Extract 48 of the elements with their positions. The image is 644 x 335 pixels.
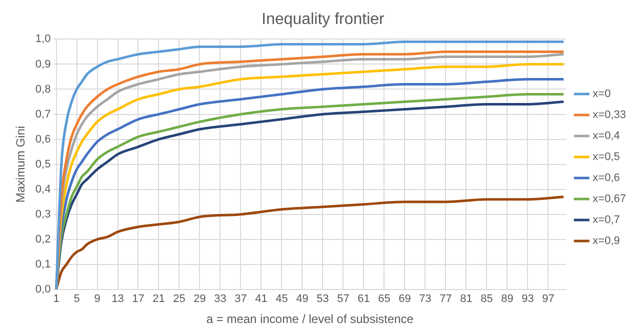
legend-label: x=0,7 xyxy=(592,214,620,226)
x-tick-label: 69 xyxy=(398,293,411,306)
y-tick-label: 0,9 xyxy=(35,58,51,70)
x-tick-label: 25 xyxy=(173,293,186,306)
x-tick-label: 33 xyxy=(214,293,226,306)
x-tick-label: 41 xyxy=(255,293,268,306)
y-tick-label: 1,0 xyxy=(35,33,51,46)
y-tick-label: 0,5 xyxy=(35,158,51,170)
line-series xyxy=(55,196,565,290)
legend-label: x=0,33 xyxy=(592,109,626,122)
x-tick-label: 73 xyxy=(419,293,432,306)
y-tick-label: 0,4 xyxy=(35,183,51,196)
y-tick-label: 0,1 xyxy=(35,258,51,270)
y-tick-label: 0,6 xyxy=(35,133,51,146)
y-tick-label: 0,3 xyxy=(35,208,51,220)
x-tick-label: 1 xyxy=(53,293,60,306)
x-tick-label: 21 xyxy=(152,293,165,306)
y-tick-label: 0,2 xyxy=(35,233,51,246)
x-tick-label: 85 xyxy=(480,293,493,306)
x-tick-label: 81 xyxy=(460,293,472,306)
legend-label: x=0,6 xyxy=(592,172,620,184)
legend-label: x=0,5 xyxy=(592,151,620,164)
x-tick-label: 89 xyxy=(501,293,514,306)
x-tick-label: 77 xyxy=(440,293,452,306)
x-tick-label: 17 xyxy=(132,293,144,306)
chart-title: Inequality frontier xyxy=(262,11,386,28)
y-tick-label: 0,8 xyxy=(35,83,51,96)
legend-label: x=0,9 xyxy=(592,235,620,248)
y-axis-title: Maximum Gini xyxy=(14,126,28,203)
x-tick-label: 29 xyxy=(194,293,206,306)
x-tick-label: 37 xyxy=(234,293,247,306)
legend-label: x=0,4 xyxy=(592,130,620,142)
y-tick-label: 0,7 xyxy=(35,108,51,120)
legend-label: x=0,67 xyxy=(592,193,626,206)
x-tick-label: 65 xyxy=(378,293,390,306)
x-tick-label: 13 xyxy=(112,293,124,306)
y-tick-label: 0,0 xyxy=(35,283,51,296)
legend-label: x=0 xyxy=(592,88,611,100)
x-tick-label: 5 xyxy=(74,293,80,306)
x-tick-label: 97 xyxy=(542,293,554,306)
x-tick-label: 49 xyxy=(296,293,308,306)
x-tick-label: 93 xyxy=(522,293,534,306)
x-tick-label: 57 xyxy=(337,293,350,306)
x-tick-label: 53 xyxy=(316,293,329,306)
x-tick-label: 61 xyxy=(358,293,370,306)
x-tick-label: 45 xyxy=(276,293,288,306)
x-axis-title: a = mean income / level of subsistence xyxy=(206,312,414,326)
x-tick-label: 9 xyxy=(94,293,100,306)
